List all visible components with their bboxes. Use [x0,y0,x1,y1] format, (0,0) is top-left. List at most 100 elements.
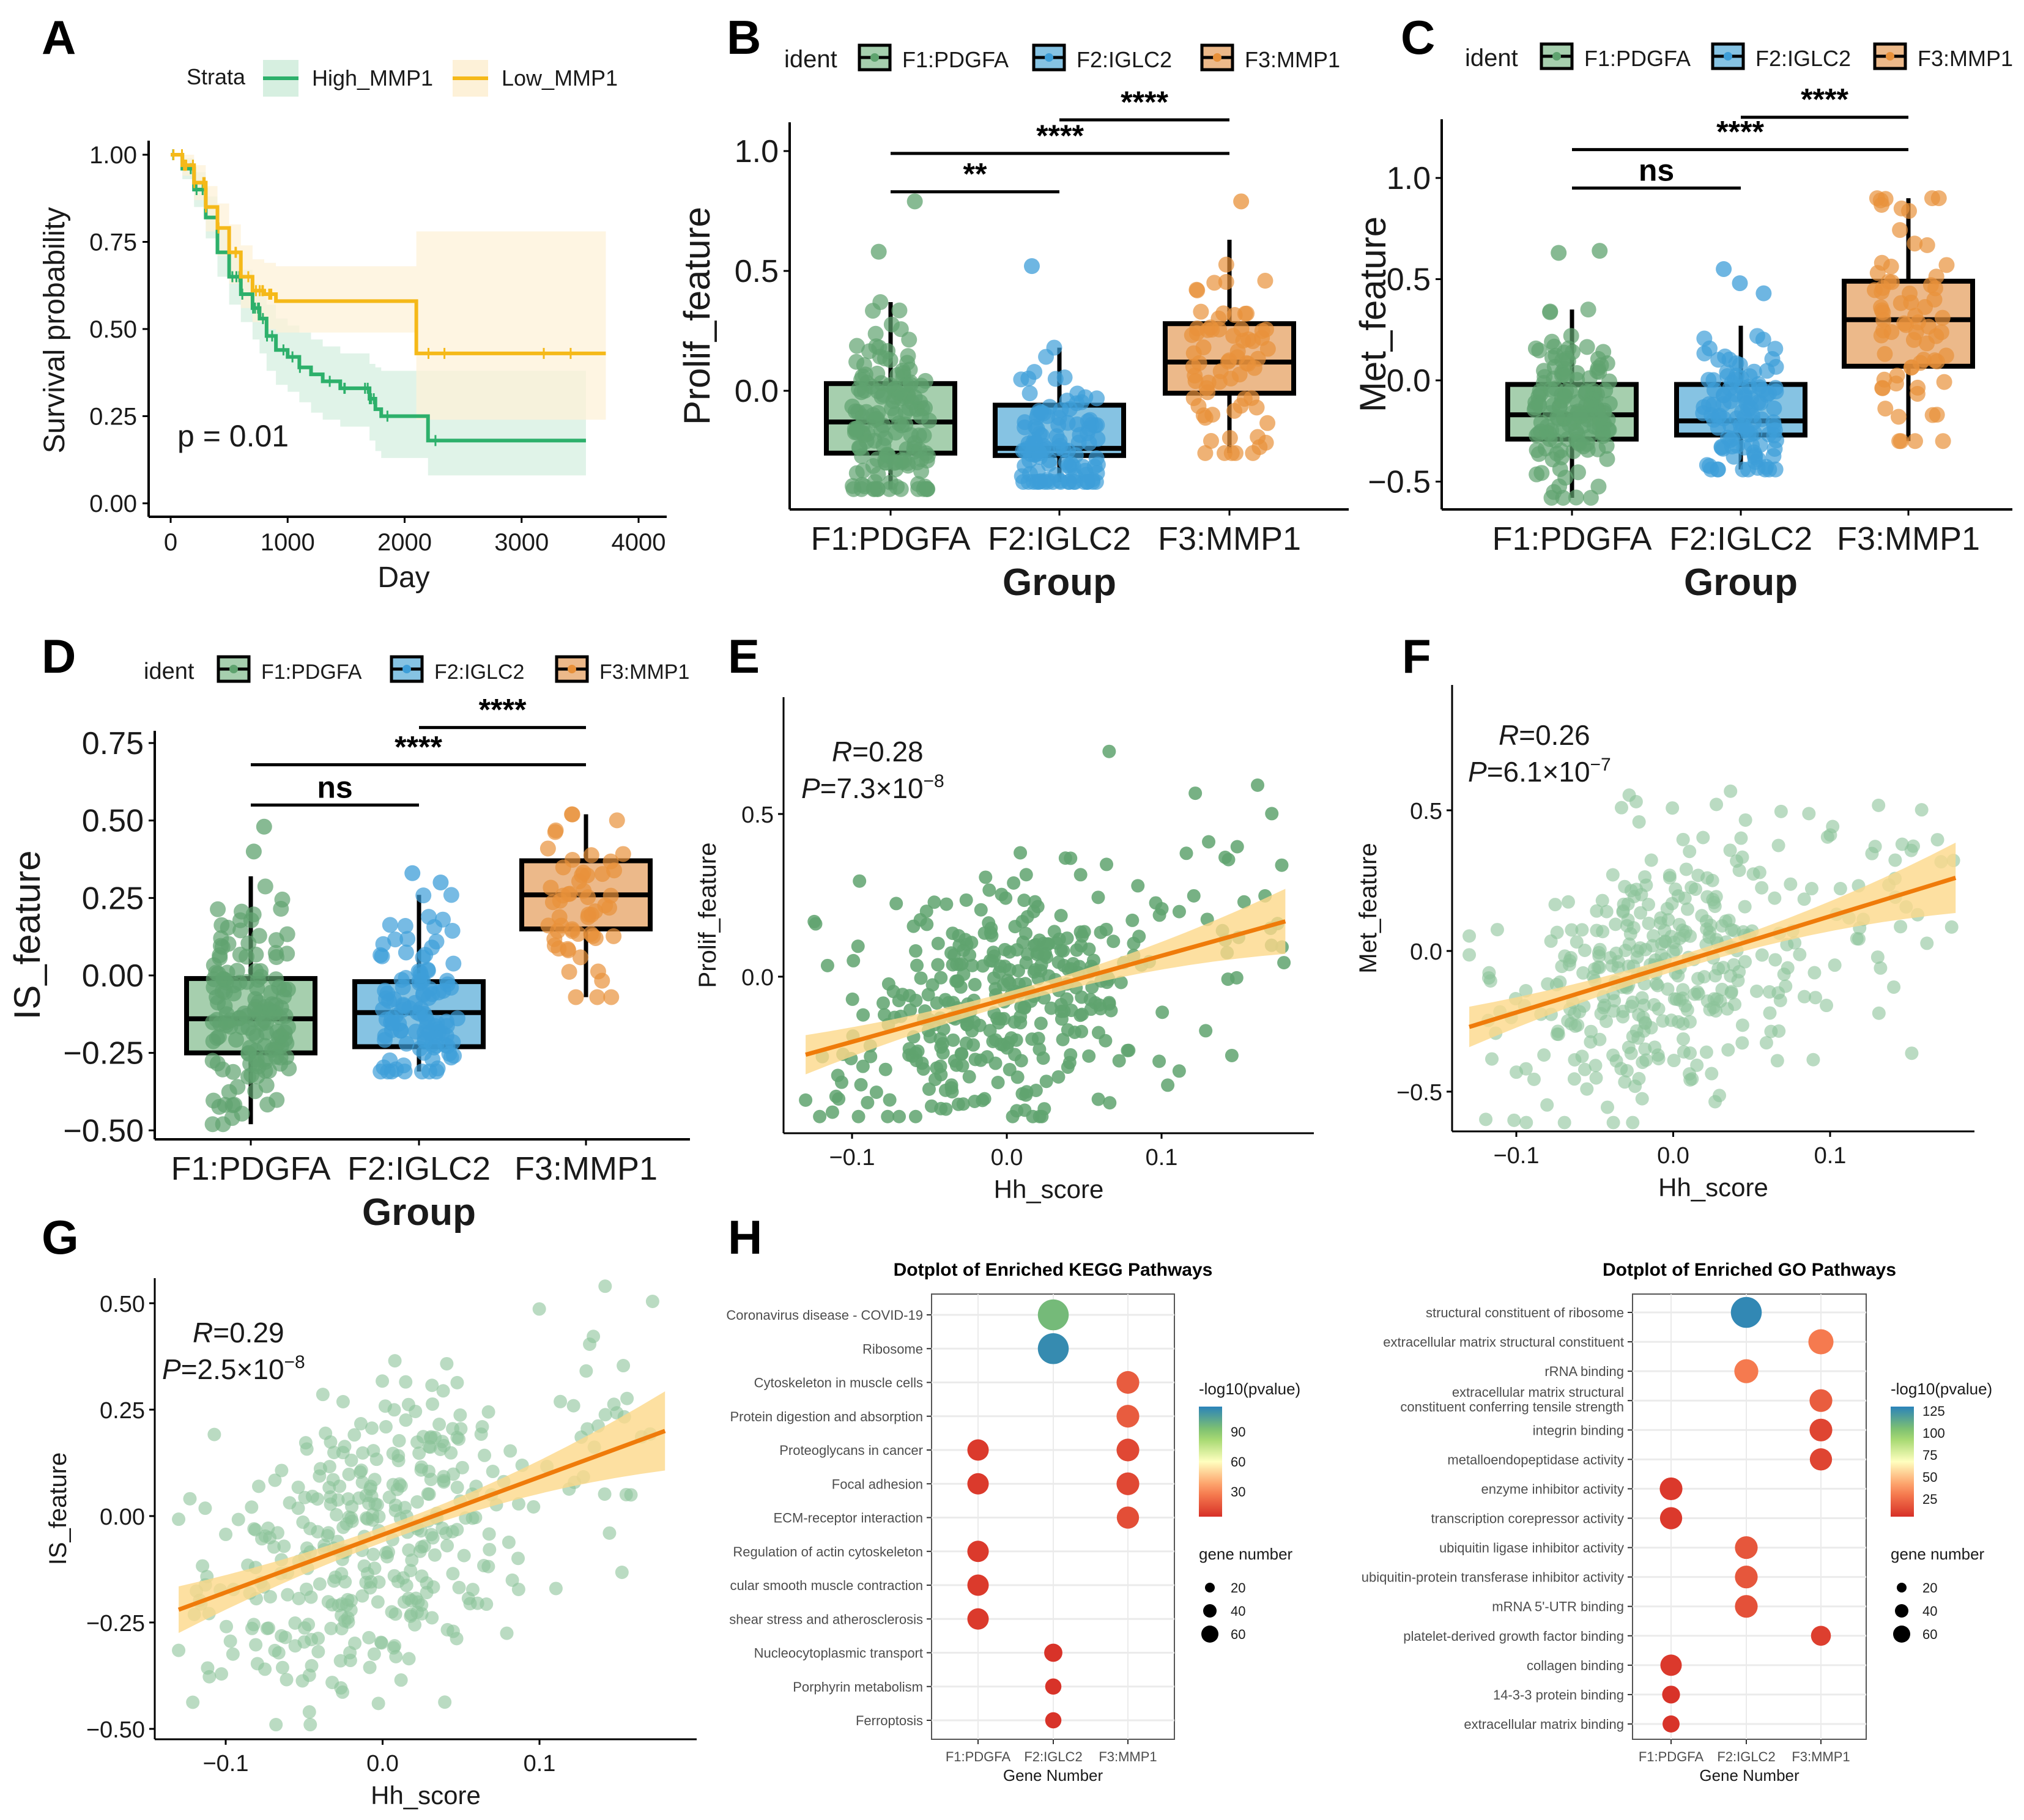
data-point [207,1427,221,1441]
significance-label: **** [395,730,442,764]
data-point [1910,314,1926,331]
data-point [848,338,865,354]
data-point [369,1452,384,1467]
data-point [1606,868,1620,882]
y-tick-label: 0.5 [1410,799,1442,824]
data-point [398,944,414,961]
x-tick-label: 2000 [377,529,432,556]
data-point [252,1479,266,1493]
data-point-outlier [1716,261,1732,277]
x-tick-label: 3000 [494,529,549,556]
y-tick-label: −0.5 [1396,1080,1442,1106]
data-point [1705,1067,1719,1081]
legend-label: F3:MMP1 [1918,46,2013,71]
data-point [311,1644,325,1659]
data-point [1750,394,1766,411]
data-point [1852,932,1866,946]
data-point [338,1575,352,1589]
data-point [1568,1052,1582,1067]
data-point [281,1588,295,1602]
data-point [275,1463,289,1478]
colorbar-tick-label: 60 [1231,1454,1245,1470]
data-point [319,1426,333,1440]
data-point [1060,473,1077,490]
data-point [398,1035,415,1052]
data-point [268,1643,282,1657]
size-legend-dot [1893,1626,1910,1643]
data-point [245,906,262,923]
data-point [909,944,923,958]
data-point [482,1527,496,1541]
legend-label: F1:PDGFA [902,47,1009,72]
colorbar [1199,1407,1222,1517]
y-tick-label: −0.50 [63,1113,144,1149]
data-point [405,1553,419,1567]
data-point [326,1473,340,1487]
term-label: platelet-derived growth factor binding [1403,1629,1624,1644]
significance-label: **** [1716,115,1764,149]
data-point [832,1092,846,1106]
data-point [924,1099,938,1113]
data-point [1647,997,1661,1012]
data-point [1749,459,1766,476]
legend-label: F2:IGLC2 [1077,47,1172,72]
data-point [450,1481,464,1495]
data-point [990,1012,1004,1026]
data-point [415,985,432,1002]
y-axis-title: IS_feature [7,851,48,1020]
data-point [215,1667,229,1681]
data-point [1649,977,1663,991]
data-point [242,1056,259,1072]
data-point [587,1330,601,1344]
term-label: structural constituent of ribosome [1426,1305,1624,1320]
data-point [900,348,916,364]
data-point [425,1611,439,1625]
data-point [1634,887,1648,901]
data-point [1600,1100,1614,1114]
data-point [1646,929,1660,943]
data-point [478,1448,492,1462]
data-point [944,1078,958,1092]
data-point [1680,902,1694,916]
data-point [1717,348,1733,364]
x-tick-label: F2:IGLC2 [347,1150,491,1187]
data-point [446,1048,462,1064]
data-point [1551,1027,1565,1041]
data-point [1025,435,1041,452]
data-point [851,939,865,953]
data-point [1667,992,1681,1006]
legend-label: F1:PDGFA [261,660,362,684]
data-point [983,1024,997,1038]
data-point [1922,277,1939,294]
data-point [397,917,413,934]
y-tick-label: 1.0 [1387,161,1431,196]
data-point [1768,953,1782,967]
data-point [1696,330,1713,347]
data-point [1875,312,1892,328]
term-label: Focal adhesion [832,1476,923,1492]
data-point [1820,999,1834,1013]
data-point [1017,419,1033,435]
data-point [1705,396,1722,413]
data-point [809,917,823,931]
data-point [352,1491,366,1505]
data-point [1651,1052,1666,1066]
data-point [1766,422,1783,438]
data-point [432,1418,447,1432]
data-point [1635,1092,1649,1106]
data-point [606,928,622,944]
data-point [415,1598,429,1612]
data-point [547,824,563,840]
data-point [1934,309,1951,326]
term-label: Proteoglycans in cancer [779,1443,923,1458]
data-point [1100,857,1114,871]
data-point [402,1652,416,1666]
x-axis-title: Group [1684,561,1798,604]
data-point [1091,1092,1105,1106]
data-point [399,1413,413,1427]
data-point [1755,948,1769,962]
data-point [554,1394,568,1408]
data-point [572,949,588,966]
data-point [1064,1004,1078,1018]
data-point [1203,433,1219,449]
